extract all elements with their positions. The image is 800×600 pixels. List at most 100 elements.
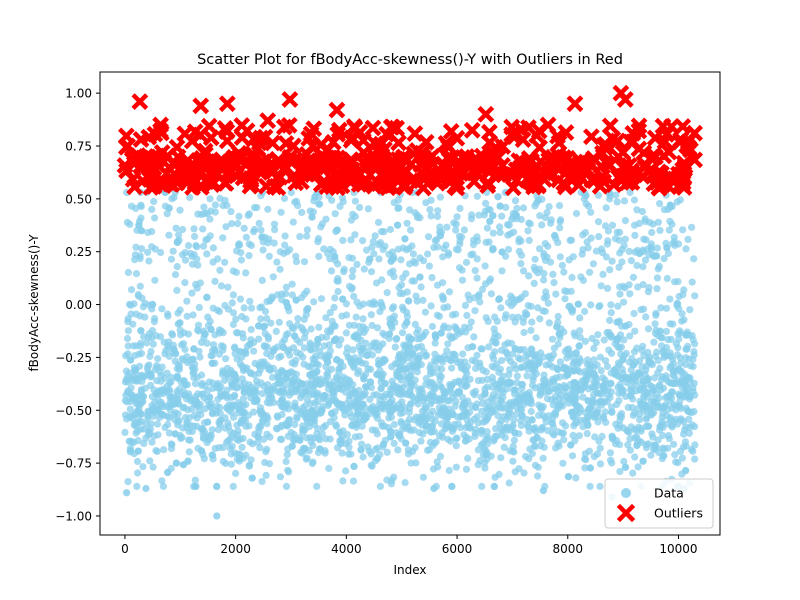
outlier-point bbox=[383, 177, 401, 195]
data-point bbox=[191, 232, 199, 241]
data-point bbox=[461, 301, 469, 310]
outlier-point bbox=[281, 148, 299, 166]
data-point bbox=[538, 221, 546, 229]
outlier-point bbox=[281, 91, 299, 108]
y-tick-label: −1.00 bbox=[55, 509, 92, 523]
data-point bbox=[520, 267, 528, 275]
data-point bbox=[636, 416, 644, 424]
data-point bbox=[433, 212, 442, 221]
data-point bbox=[554, 239, 562, 247]
data-point bbox=[142, 420, 150, 428]
data-point bbox=[519, 318, 527, 326]
outlier-point bbox=[439, 137, 457, 155]
data-point bbox=[161, 423, 169, 432]
data-point bbox=[274, 373, 282, 381]
data-point bbox=[627, 257, 636, 265]
data-point bbox=[228, 220, 236, 228]
outlier-point bbox=[354, 176, 372, 193]
data-point bbox=[464, 454, 472, 462]
data-point bbox=[414, 355, 422, 363]
data-point bbox=[227, 460, 235, 468]
data-point bbox=[474, 377, 482, 385]
data-point bbox=[229, 482, 237, 490]
data-point bbox=[406, 206, 414, 214]
data-point bbox=[593, 389, 601, 397]
data-point bbox=[216, 266, 224, 274]
outlier-point bbox=[176, 125, 194, 143]
data-point bbox=[236, 295, 244, 303]
data-point bbox=[523, 310, 531, 319]
data-point bbox=[581, 450, 590, 458]
data-point bbox=[138, 245, 146, 253]
data-point bbox=[183, 424, 191, 432]
data-point bbox=[545, 203, 553, 211]
data-point bbox=[527, 302, 535, 310]
data-point bbox=[232, 315, 240, 323]
data-point bbox=[390, 303, 398, 311]
data-point bbox=[328, 409, 336, 417]
outlier-point bbox=[233, 117, 251, 134]
data-point bbox=[277, 208, 285, 216]
data-point bbox=[482, 404, 491, 413]
data-point bbox=[482, 238, 490, 246]
data-point bbox=[657, 376, 666, 384]
data-point bbox=[448, 333, 456, 341]
data-point bbox=[613, 318, 621, 326]
data-point bbox=[379, 440, 387, 448]
data-point bbox=[436, 193, 444, 201]
data-point bbox=[262, 448, 270, 456]
outlier-point bbox=[636, 158, 654, 176]
data-point bbox=[326, 418, 335, 426]
data-point bbox=[616, 249, 624, 257]
data-point bbox=[656, 422, 664, 430]
data-point bbox=[282, 290, 290, 298]
data-point bbox=[414, 361, 422, 370]
data-point bbox=[481, 464, 489, 472]
x-tick-label: 4000 bbox=[331, 542, 362, 556]
data-point bbox=[175, 385, 184, 393]
data-point bbox=[377, 228, 386, 236]
data-point bbox=[586, 404, 594, 412]
data-point bbox=[336, 428, 344, 437]
data-point bbox=[557, 216, 565, 224]
data-point bbox=[199, 434, 208, 442]
data-point bbox=[531, 461, 540, 469]
data-point bbox=[651, 352, 660, 360]
data-point bbox=[140, 333, 148, 341]
data-point bbox=[570, 329, 578, 337]
data-point bbox=[494, 193, 502, 201]
data-point bbox=[633, 206, 641, 214]
data-point bbox=[269, 347, 277, 355]
data-point bbox=[552, 290, 560, 298]
data-point bbox=[430, 484, 438, 493]
data-point bbox=[308, 213, 316, 221]
data-point bbox=[133, 482, 141, 490]
data-point bbox=[531, 202, 539, 210]
data-point bbox=[300, 360, 308, 368]
data-point bbox=[551, 408, 560, 416]
data-point bbox=[263, 349, 271, 358]
data-point bbox=[530, 263, 538, 271]
outlier-point bbox=[140, 128, 158, 146]
outlier-point bbox=[459, 156, 477, 174]
data-point bbox=[284, 432, 292, 440]
data-point bbox=[262, 471, 270, 479]
data-point bbox=[502, 404, 510, 412]
data-point bbox=[457, 362, 465, 370]
data-point bbox=[547, 216, 555, 224]
data-point bbox=[497, 425, 505, 433]
data-point bbox=[144, 248, 152, 256]
data-point bbox=[326, 435, 334, 443]
data-point bbox=[125, 300, 134, 308]
data-point bbox=[298, 380, 306, 388]
data-point bbox=[407, 335, 415, 343]
data-point bbox=[448, 482, 456, 490]
data-point bbox=[281, 232, 289, 240]
data-point bbox=[176, 206, 184, 214]
data-point bbox=[293, 386, 301, 394]
data-point bbox=[538, 424, 546, 432]
data-point bbox=[504, 299, 512, 307]
data-point bbox=[396, 387, 404, 395]
data-point bbox=[334, 287, 342, 296]
